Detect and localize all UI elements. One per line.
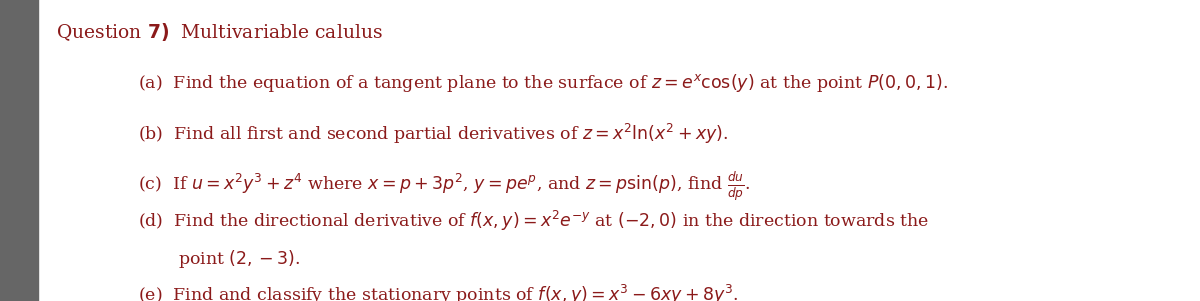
Text: (b)  Find all first and second partial derivatives of $z = x^2 \ln(x^2 + xy)$.: (b) Find all first and second partial de… — [138, 122, 728, 146]
Text: (d)  Find the directional derivative of $f(x, y) = x^2e^{-y}$ at $(-2, 0)$ in th: (d) Find the directional derivative of $… — [138, 209, 929, 233]
Text: Question $\bf{7)}$  Multivariable calulus: Question $\bf{7)}$ Multivariable calulus — [56, 21, 383, 43]
Bar — [0, 0, 38, 301]
Text: (a)  Find the equation of a tangent plane to the surface of $z = e^x \cos(y)$ at: (a) Find the equation of a tangent plane… — [138, 72, 948, 94]
Text: (e)  Find and classify the stationary points of $f(x, y) = x^3 - 6xy + 8y^3$.: (e) Find and classify the stationary poi… — [138, 283, 738, 301]
Text: (c)  If $u = x^2y^3 + z^4$ where $x = p + 3p^2$, $y = pe^p$, and $z = p\sin(p)$,: (c) If $u = x^2y^3 + z^4$ where $x = p +… — [138, 170, 751, 203]
Text: point $(2, -3)$.: point $(2, -3)$. — [178, 248, 300, 270]
